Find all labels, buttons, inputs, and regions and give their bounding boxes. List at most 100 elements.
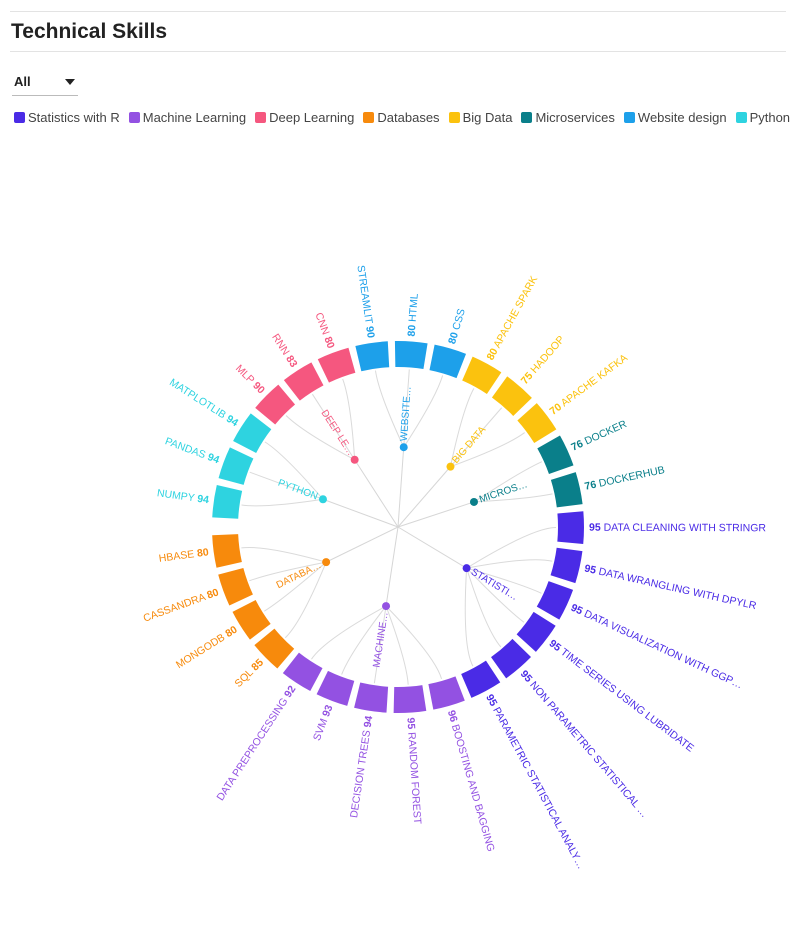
skill-label-mongodb: MONGODB 80 [174,623,240,671]
legend-label: Machine Learning [142,110,247,125]
legend-label: Website design [637,110,727,125]
spoke-website-design [397,447,405,528]
bar-data-visualization-with-ggp [536,581,574,620]
skill-name: DOCKERHUB [598,464,666,490]
skill-label-streamlit: STREAMLIT 90 [355,264,377,338]
link-layer [241,369,557,685]
spoke-microservices [397,501,475,528]
legend-item-machine-learning[interactable]: Machine Learning [128,110,247,125]
bar-data-preprocessing [282,652,323,691]
bar-parametric-statistical-analy [461,660,501,698]
skill-label-pandas: PANDAS 94 [163,435,221,466]
skill-value: 95 [569,601,585,617]
skill-value: 80 [405,324,418,337]
skill-value: 92 [282,683,299,699]
bar-apache-spark [462,356,502,394]
bar-cnn [317,347,356,383]
skill-name: HADOOP [528,333,567,375]
legend-item-big-data[interactable]: Big Data [448,110,512,125]
link-curve [373,606,387,684]
skill-label-boosting-and-bagging: 96 BOOSTING AND BAGGING [445,709,497,853]
skill-name: APACHE SPARK [491,274,540,350]
bar-mlp [255,384,296,425]
bar-hadoop [491,376,532,416]
chart-legend: Statistics with R Machine Learning Deep Le… [14,110,790,125]
bar-matplotlib [233,413,272,453]
skill-label-hadoop: 75 HADOOP [519,333,568,386]
legend-swatch [363,112,375,123]
group-dot-databases [322,558,331,567]
bar-docker [537,435,574,474]
group-label-machine-learning: MACHINE… [371,611,390,668]
legend-item-databases[interactable]: Databases [363,110,440,125]
skill-label-rnn: RNN 83 [269,332,299,370]
skill-value: 76 [583,478,597,492]
legend-item-deep-learning[interactable]: Deep Learning [255,110,354,125]
skill-value: 93 [320,703,335,718]
legend-item-statistics-with-r[interactable]: Statistics with R [14,110,120,125]
bar-rnn [283,362,324,401]
link-curve [341,605,387,675]
group-dot-microservices [469,497,478,506]
spoke-statistics-with-r [397,526,467,569]
group-dot-big-data [446,462,455,471]
skill-value: 90 [250,380,267,397]
skill-value: 94 [206,451,221,466]
skill-value: 95 [405,717,418,730]
skill-label-decision-trees: DECISION TREES 94 [348,715,375,819]
link-curve [473,461,543,503]
link-curve [385,605,443,680]
skill-name: MLP [233,362,257,386]
bar-data-wrangling-with-dpylr [550,547,583,584]
bar-pandas [218,447,254,485]
skill-label-random-forest: 95 RANDOM FOREST [405,717,424,825]
skill-value: 90 [363,325,377,338]
group-label-python: PYTHON [276,478,319,503]
skill-name: DATA WRANGLING WITH DPYLR [597,565,757,612]
skill-name: DATA CLEANING WITH STRINGR [604,521,767,534]
skill-label-data-cleaning-with-stringr: 95 DATA CLEANING WITH STRINGR [589,521,766,534]
legend-swatch [448,112,460,123]
category-filter-select[interactable]: All [12,71,78,96]
legend-label: Microservices [535,110,615,125]
group-label-website-design: WEBSITE… [399,386,414,442]
skill-value: 85 [249,656,266,673]
legend-item-website-design[interactable]: Website design [623,110,727,125]
bar-sql [254,628,295,669]
skill-label-hbase: HBASE 80 [158,546,210,565]
skill-name: APACHE KAFKA [559,352,630,409]
bar-boosting-and-bagging [428,676,465,710]
title-divider [10,51,786,52]
bar-cassandra [218,568,253,606]
link-curve [466,567,525,623]
link-curve [466,559,553,569]
skill-value: 80 [196,546,209,559]
skill-value: 95 [589,521,601,533]
link-curve [450,407,503,467]
link-curve [466,527,557,569]
skill-value: 95 [483,692,499,708]
bar-mongodb [232,600,271,640]
group-dot-python [318,495,327,504]
legend-swatch [255,112,267,123]
bar-svm [316,670,355,706]
legend-item-python[interactable]: Python [735,110,790,125]
spoke-databases [325,526,399,563]
legend-swatch [14,112,25,123]
skill-name: MATPLOTLIB [167,376,228,421]
legend-swatch [521,112,533,123]
bar-random-forest [393,685,427,713]
skill-value: 76 [569,438,585,454]
bar-apache-kafka [517,403,557,444]
link-curve [241,498,324,507]
bar-html [394,341,428,370]
legend-label: Statistics with R [28,110,120,125]
bar-streamlit [355,341,390,372]
link-curve [241,546,327,563]
skill-label-apache-spark: 80 APACHE SPARK [484,274,540,362]
legend-item-microservices[interactable]: Microservices [521,110,615,125]
skill-name: RNN [269,332,291,358]
skill-value: 96 [445,709,460,724]
bar-layer [212,341,584,713]
